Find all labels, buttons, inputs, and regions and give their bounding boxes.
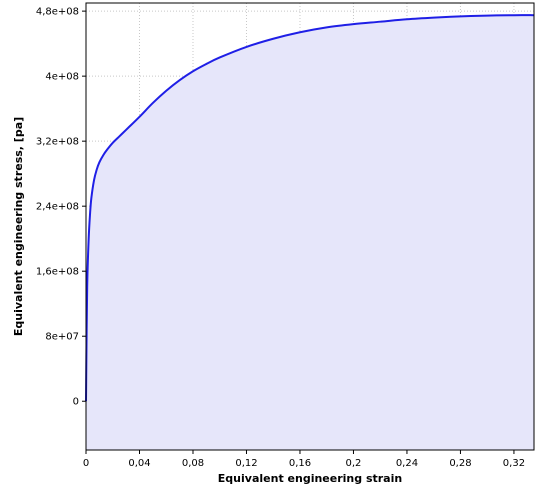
y-tick-label: 8e+07 xyxy=(45,332,79,343)
y-tick-label: 4,8e+08 xyxy=(36,7,79,18)
plot-frame xyxy=(85,2,535,451)
x-tick-label: 0 xyxy=(83,458,89,469)
y-tick-label: 4e+08 xyxy=(45,72,79,83)
y-axis: 0 8e+07 1,6e+08 2,4e+08 3,2e+08 4e+08 4,8e+08 xyxy=(36,7,86,408)
x-tick-label: 0,16 xyxy=(289,458,311,469)
x-tick-label: 0,12 xyxy=(235,458,257,469)
stress-strain-curve xyxy=(85,14,535,402)
x-tick-label: 0,32 xyxy=(503,458,525,469)
x-tick-label: 0,24 xyxy=(396,458,418,469)
x-axis-title: Equivalent engineering strain xyxy=(218,472,402,485)
area-fill xyxy=(86,15,534,451)
x-tick-label: 0,08 xyxy=(182,458,204,469)
y-axis-title: Equivalent engineering stress, [pa] xyxy=(12,117,25,336)
x-tick-label: 0,28 xyxy=(449,458,471,469)
y-tick-label: 0 xyxy=(73,397,79,408)
y-tick-label: 3,2e+08 xyxy=(36,137,79,148)
x-tick-label: 0,2 xyxy=(346,458,362,469)
y-tick-label: 2,4e+08 xyxy=(36,202,79,213)
y-tick-label: 1,6e+08 xyxy=(36,267,79,278)
x-axis: 0 0,04 0,08 0,12 0,16 0,2 0,24 0,28 0,32 xyxy=(83,450,525,469)
x-tick-label: 0,04 xyxy=(128,458,150,469)
